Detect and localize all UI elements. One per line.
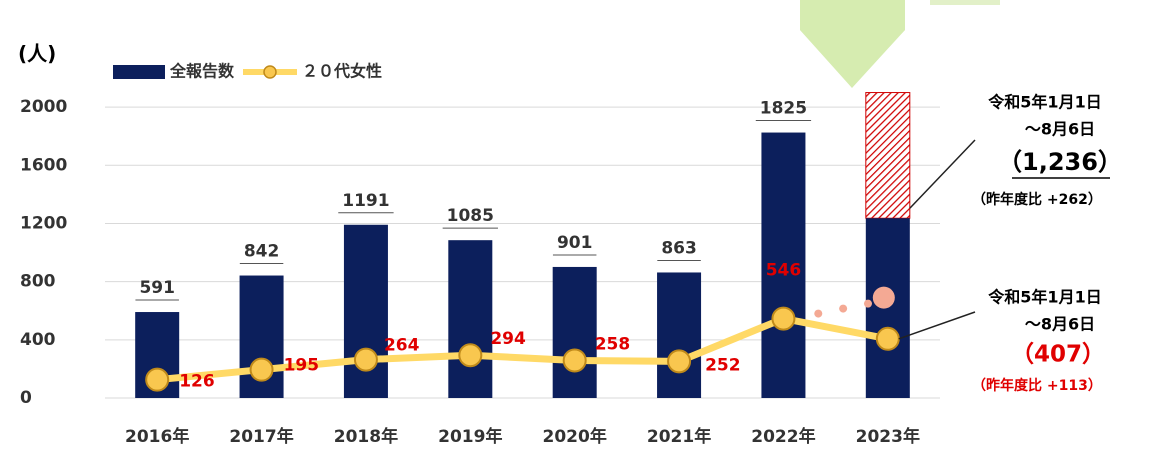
line-value-label: （407） <box>1011 341 1105 368</box>
y-tick-label: 800 <box>20 272 56 292</box>
legend-label: 全報告数 <box>169 62 235 81</box>
y-tick-label: 0 <box>20 388 32 408</box>
line-value-label: 546 <box>766 261 802 281</box>
line-value-label: 258 <box>595 334 631 354</box>
bar-value-label: 901 <box>557 233 593 253</box>
legend-label: ２０代女性 <box>302 62 382 81</box>
bar <box>343 224 388 398</box>
x-tick-label: 2021年 <box>647 426 711 447</box>
bar-value-label: 1825 <box>760 99 807 119</box>
x-tick-label: 2022年 <box>751 426 815 447</box>
line-marker <box>249 357 274 382</box>
projected-bar <box>865 92 911 219</box>
projected-point <box>872 286 895 309</box>
legend-swatch <box>263 65 277 79</box>
bar <box>552 266 597 398</box>
projection-dot <box>839 304 848 313</box>
y-tick-label: 1200 <box>20 213 67 233</box>
arrow-decoration <box>800 0 905 88</box>
line-marker <box>458 343 483 368</box>
line-marker <box>145 367 170 392</box>
projection-dot <box>863 299 872 308</box>
bar <box>761 132 806 398</box>
x-tick-label: 2023年 <box>856 426 920 447</box>
x-tick-label: 2017年 <box>229 426 293 447</box>
line-value-label: 195 <box>284 356 320 376</box>
bar-value-label: 1085 <box>447 206 494 226</box>
bar-value-label: 591 <box>139 278 175 298</box>
x-tick-label: 2018年 <box>334 426 398 447</box>
y-tick-label: 1600 <box>20 155 67 175</box>
annotation: 令和5年1月1日 <box>987 288 1101 307</box>
line-marker <box>875 326 900 351</box>
bar-value-label: （1,236） <box>998 148 1122 176</box>
x-tick-label: 2019年 <box>438 426 502 447</box>
line-value-label: 252 <box>705 355 741 375</box>
line-marker <box>562 348 587 373</box>
line-value-label: 126 <box>179 372 215 392</box>
line-marker <box>771 306 796 331</box>
bar-value-label: 1191 <box>342 191 389 211</box>
bar <box>865 218 910 398</box>
bar <box>448 240 493 398</box>
annotation: ～8月6日 <box>1025 315 1095 334</box>
line-marker <box>667 349 692 374</box>
legend-swatch <box>113 65 165 79</box>
line-marker <box>353 347 378 372</box>
annotation: ～8月6日 <box>1025 120 1095 139</box>
line-value-label: 264 <box>384 336 420 356</box>
callout-line <box>909 139 976 209</box>
annotation: （昨年度比 +113） <box>972 377 1102 394</box>
y-axis-label: (人) <box>18 42 56 66</box>
y-tick-label: 2000 <box>20 97 67 117</box>
y-tick-label: 400 <box>20 330 56 350</box>
x-tick-label: 2016年 <box>125 426 189 447</box>
projection-dot <box>814 309 823 318</box>
line <box>156 315 889 384</box>
callout-line <box>898 311 976 340</box>
bar-value-label: 842 <box>244 242 280 262</box>
annotation: （昨年度比 +262） <box>972 191 1102 208</box>
line-value-label: 294 <box>490 329 526 349</box>
bar-value-label: 863 <box>661 238 697 258</box>
x-tick-label: 2020年 <box>543 426 607 447</box>
bar <box>657 272 702 398</box>
annotation: 令和5年1月1日 <box>987 93 1101 112</box>
